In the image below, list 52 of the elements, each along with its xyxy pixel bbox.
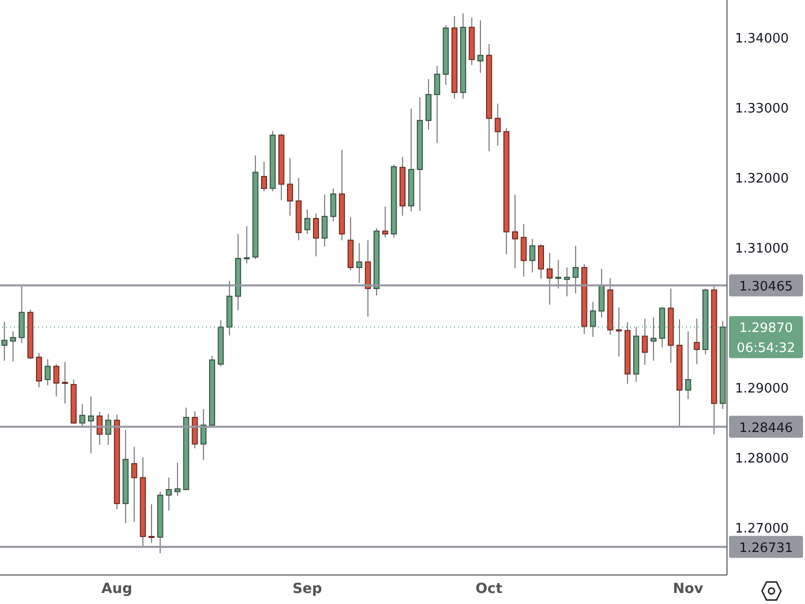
- ref-line-label: 1.28446: [739, 420, 793, 436]
- ref-line-label: 1.29870: [739, 321, 793, 336]
- candlestick: [304, 208, 310, 234]
- candlestick: [642, 318, 648, 366]
- candlestick: [477, 20, 484, 74]
- candlestick: [36, 352, 42, 388]
- candlestick: [434, 65, 440, 144]
- y-tick-label: 1.32000: [735, 172, 789, 187]
- x-tick-label: Oct: [476, 580, 503, 597]
- x-tick-label: Sep: [292, 580, 322, 597]
- candlestick: [148, 504, 155, 544]
- candlestick: [62, 362, 68, 404]
- candlestick: [200, 408, 206, 461]
- candlestick: [546, 252, 553, 306]
- y-tick-label: 1.31000: [735, 242, 789, 257]
- candlestick: [174, 462, 180, 496]
- y-tick-label: 1.34000: [735, 31, 789, 46]
- candlestick: [616, 306, 622, 357]
- y-tick-label: 1.33000: [735, 101, 789, 116]
- candlestick: [166, 477, 172, 512]
- y-tick-label: 1.28000: [735, 452, 789, 467]
- candlestick: [287, 158, 294, 216]
- candlestick: [572, 245, 579, 294]
- candlestick: [564, 267, 570, 297]
- candlestick: [312, 213, 319, 257]
- candlestick: [244, 226, 250, 264]
- y-tick-label: 1.27000: [735, 522, 789, 537]
- x-tick-label: Nov: [672, 580, 704, 597]
- candlestick: [330, 188, 336, 222]
- candlestick: [555, 259, 562, 290]
- y-tick-label: 1.29000: [735, 382, 789, 397]
- candlestick: [10, 330, 16, 362]
- x-tick-label: Aug: [101, 580, 132, 597]
- candlestick: [512, 194, 518, 269]
- candlestick: [382, 206, 388, 238]
- candlestick: [322, 194, 328, 248]
- candlestick: [538, 244, 544, 280]
- candlestick: [79, 404, 86, 428]
- candlestick: [53, 364, 60, 397]
- candlestick: [88, 396, 94, 454]
- candlestick: [131, 446, 138, 522]
- candlestick: [261, 161, 268, 192]
- candlestick: [44, 358, 51, 386]
- text: 06:54:32: [736, 341, 796, 356]
- candlestick: [529, 238, 536, 273]
- ref-line-label: 1.26731: [739, 540, 793, 556]
- candlestick: [356, 242, 362, 284]
- candlestick: [694, 318, 700, 365]
- candlestick: [494, 103, 501, 146]
- candlestick: [685, 330, 692, 400]
- ref-line-label: 1.30465: [739, 279, 793, 294]
- candlestick: [520, 224, 527, 278]
